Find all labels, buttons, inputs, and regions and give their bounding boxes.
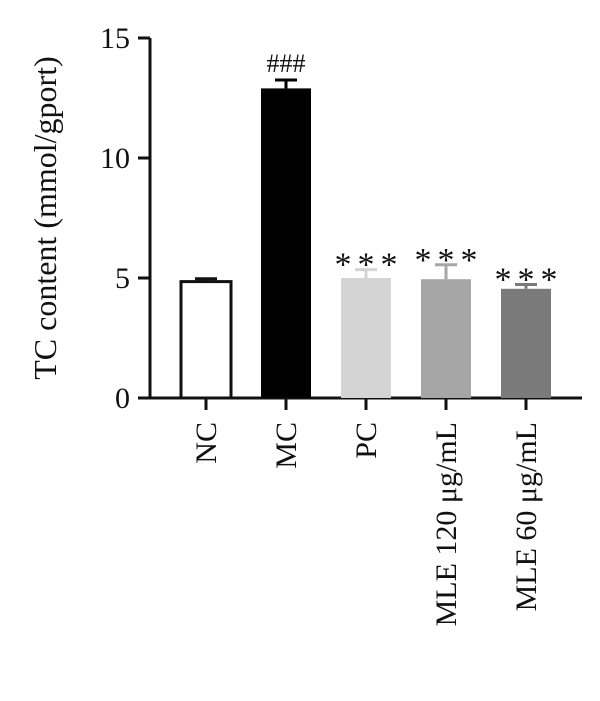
bar [421,279,471,398]
x-tick-label: NC [190,422,223,464]
significance-label: *** [495,261,564,298]
y-tick-label: 0 [115,382,130,415]
y-tick-label: 15 [100,22,130,55]
x-tick-label: MC [270,422,303,469]
labels: NC MC ### PC *** MLE 120 μg/mL *** MLE 60 μg/mL… [190,49,564,626]
significance-label: *** [335,247,404,284]
bar [341,278,391,398]
x-tick-label: PC [350,422,383,459]
bars [179,78,551,400]
y-tick-label: 10 [100,142,130,175]
bar [261,88,311,399]
bar [179,280,233,400]
y-tick-label: 5 [115,262,130,295]
y-axis-label: TC content (mmol/gport) [27,56,63,380]
x-tick-label: MLE 120 μg/mL [430,422,463,626]
x-tick-label: MLE 60 μg/mL [510,422,543,611]
significance-label: *** [415,242,484,279]
significance-label: ### [267,49,306,78]
bar [501,288,551,398]
